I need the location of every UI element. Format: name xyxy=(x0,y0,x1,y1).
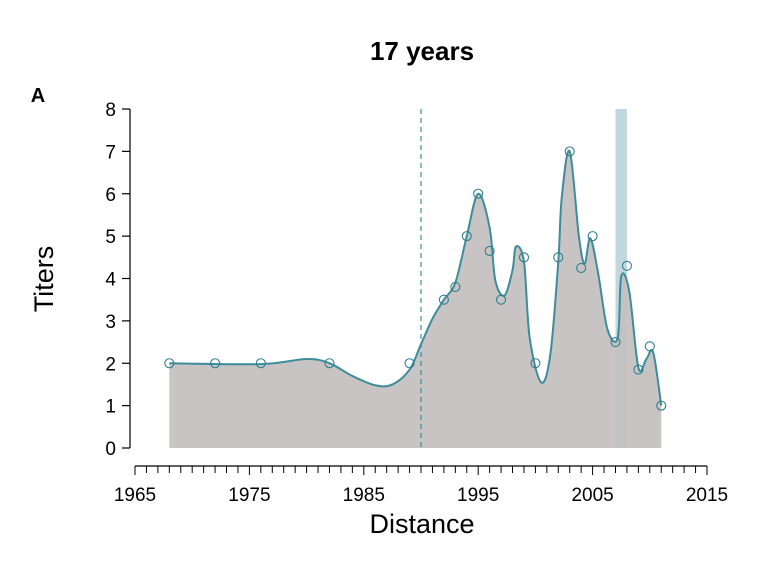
y-tick-label: 0 xyxy=(105,439,116,460)
data-point xyxy=(255,358,266,369)
panel-label: A xyxy=(31,85,45,107)
x-tick-label: 1975 xyxy=(228,485,270,506)
axes: 0 1 2 3 4 5 6 7 8 1965 1975 1985 1995 2005 2015 xyxy=(105,100,728,506)
data-point xyxy=(438,294,449,305)
data-point xyxy=(610,337,621,348)
data-point xyxy=(644,341,655,352)
data-point xyxy=(587,231,598,242)
series-line xyxy=(169,149,663,406)
data-point xyxy=(621,260,632,271)
data-point xyxy=(450,281,461,293)
data-points-layer xyxy=(164,146,667,411)
y-tick-label: 2 xyxy=(105,354,116,375)
data-point xyxy=(633,364,644,375)
data-point xyxy=(496,294,507,305)
data-point xyxy=(210,358,221,369)
y-tick-label: 1 xyxy=(105,397,116,418)
chart-title: 17 years xyxy=(370,36,474,66)
y-tick-label: 5 xyxy=(105,227,116,248)
y-tick-label: 4 xyxy=(105,270,116,291)
data-point xyxy=(404,358,415,369)
area-fill xyxy=(169,150,662,448)
data-point xyxy=(564,146,575,157)
y-tick-label: 7 xyxy=(105,142,116,163)
x-tick-label: 1995 xyxy=(457,485,499,506)
data-point xyxy=(518,252,530,263)
data-point xyxy=(324,358,335,369)
data-point xyxy=(530,358,541,369)
x-tick-label: 1965 xyxy=(114,485,156,506)
x-tick-label: 2005 xyxy=(571,485,613,506)
y-tick-label: 3 xyxy=(105,312,116,333)
x-tick-label: 1985 xyxy=(343,485,385,506)
y-axis-label: Titers xyxy=(29,246,59,313)
y-tick-label: 6 xyxy=(105,185,116,206)
data-point xyxy=(164,358,175,369)
data-point xyxy=(484,245,495,257)
area-layer xyxy=(169,149,663,448)
x-axis-label: Distance xyxy=(369,509,474,539)
data-point xyxy=(553,252,564,263)
data-point xyxy=(656,400,667,411)
y-tick-label: 8 xyxy=(105,100,116,121)
data-point xyxy=(576,262,587,273)
data-point xyxy=(461,231,472,242)
x-tick-label: 2015 xyxy=(686,485,728,506)
data-point xyxy=(473,188,484,199)
